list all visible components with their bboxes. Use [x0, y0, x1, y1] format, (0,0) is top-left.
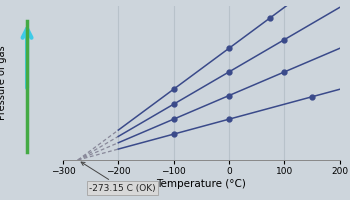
Text: Pressure of gas: Pressure of gas — [0, 46, 7, 120]
X-axis label: Temperature (°C): Temperature (°C) — [156, 179, 246, 189]
Text: -273.15 C (OK): -273.15 C (OK) — [81, 162, 156, 193]
